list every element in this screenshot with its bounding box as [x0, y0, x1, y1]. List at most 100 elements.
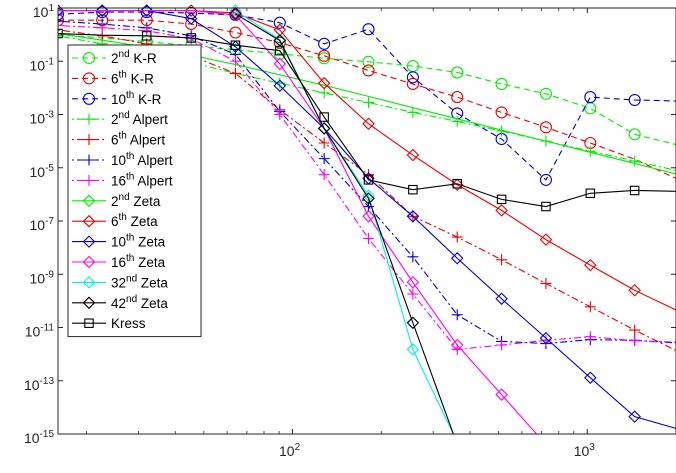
data-point-8-8	[406, 148, 420, 162]
x-tick-label-1: 103	[574, 442, 596, 459]
data-point-11-4	[406, 343, 420, 356]
legend-label-3: 2nd Alpert	[111, 110, 168, 127]
data-point-5-8	[407, 251, 419, 263]
series-line-12	[235, 13, 454, 434]
legend-entry-11: 32nd Zeta	[72, 273, 168, 290]
data-point-8-4	[229, 6, 242, 20]
data-point-12-9	[629, 439, 640, 450]
data-point-8-3	[184, 4, 198, 17]
data-point-12-6	[496, 439, 507, 450]
data-point-6-12	[584, 331, 596, 343]
legend-label-2: 10th K-R	[111, 90, 162, 107]
data-point-8-13	[628, 284, 641, 297]
data-point-1-4	[229, 26, 242, 39]
legend-marker-13	[84, 318, 94, 328]
y-tick-label-2: 10-3	[30, 110, 55, 127]
data-point-9-10	[495, 292, 508, 306]
data-point-1-10	[495, 106, 508, 119]
series-line-9	[58, 10, 676, 430]
legend-label-7: 2nd Zeta	[111, 192, 161, 209]
data-point-9-9	[450, 251, 464, 265]
data-point-10-9	[450, 338, 464, 352]
data-point-5-9	[451, 309, 463, 321]
data-point-1-6	[318, 49, 331, 62]
data-point-4-12	[584, 301, 596, 313]
legend-label-12: 42nd Zeta	[111, 294, 168, 311]
data-point-10-8	[406, 275, 420, 289]
data-point-1-9	[451, 91, 464, 104]
data-point-3-7	[363, 97, 375, 109]
legend-marker-7	[82, 194, 96, 208]
series-6	[58, 20, 676, 355]
y-tick-label-7: 10-13	[24, 376, 54, 393]
data-point-2-8	[406, 71, 419, 84]
data-point-12-0	[229, 7, 242, 21]
data-point-13-0	[58, 28, 63, 39]
data-point-10-5	[273, 57, 287, 71]
data-point-3-9	[451, 115, 463, 127]
data-point-13-10	[496, 194, 507, 205]
legend-entry-10: 16th Zeta	[72, 253, 166, 270]
legend-entry-0: 2nd K-R	[72, 49, 157, 66]
legend-entry-13: Kress	[72, 316, 146, 331]
data-point-4-9	[451, 231, 463, 243]
legend-label-1: 6th K-R	[111, 69, 154, 86]
data-point-8-7	[362, 117, 375, 131]
data-point-3-8	[407, 106, 419, 118]
legend-label-5: 10th Alpert	[111, 151, 173, 168]
data-point-6-10	[496, 339, 508, 351]
y-tick-label-5: 10-9	[30, 269, 55, 286]
data-point-1-5	[273, 36, 286, 49]
legend-label-13: Kress	[111, 316, 146, 331]
data-point-2-6	[318, 37, 331, 50]
data-point-11-0	[229, 4, 242, 17]
data-point-13-2	[141, 31, 152, 41]
data-point-0-7	[362, 55, 375, 68]
data-point-10-7	[362, 210, 375, 223]
data-point-6-5	[274, 109, 286, 120]
series-line-0	[58, 34, 676, 146]
data-point-13-11	[541, 201, 551, 212]
legend-entry-6: 16th Alpert	[72, 171, 173, 188]
legend-marker-4	[83, 134, 95, 146]
data-point-4-6	[318, 137, 330, 149]
data-point-8-12	[584, 258, 597, 272]
data-point-13-4	[230, 40, 241, 50]
data-point-13-13	[629, 185, 640, 196]
data-point-9-11	[539, 331, 553, 345]
data-point-13-5	[275, 45, 285, 56]
data-point-9-5	[273, 79, 287, 93]
data-point-6-2	[141, 25, 153, 37]
legend-label-6: 16th Alpert	[111, 171, 173, 188]
data-point-5-6	[318, 153, 330, 165]
data-point-11-6	[496, 439, 507, 450]
axes-layer: 101 10-1 10-3 10-5 10-7 10-9 10-11 10-13 10-15 10…	[24, 3, 676, 459]
data-point-1-8	[406, 77, 419, 91]
legend-entry-4: 6th Alpert	[72, 131, 165, 148]
legend-entry-8: 6th Zeta	[72, 212, 158, 229]
data-point-13-7	[363, 175, 374, 185]
y-tick-label-4: 10-7	[30, 216, 55, 233]
y-tick-label-1: 10-1	[30, 56, 55, 73]
data-point-0-13	[628, 128, 641, 141]
y-tick-label-8: 10-15	[24, 429, 54, 446]
data-point-10-11	[540, 439, 551, 450]
data-point-4-13	[629, 324, 641, 336]
data-point-8-11	[539, 233, 553, 246]
data-point-9-2	[140, 4, 153, 17]
series-line-1	[58, 19, 676, 180]
data-point-4-10	[496, 254, 508, 266]
data-point-11-5	[452, 437, 463, 448]
data-point-1-0	[58, 14, 65, 27]
data-point-0-9	[451, 66, 464, 79]
legend-entry-5: 10th Alpert	[72, 151, 173, 168]
legend-marker-5	[83, 154, 95, 166]
legend-marker-3	[83, 113, 95, 125]
data-point-6-13	[629, 335, 641, 347]
series-line-10	[58, 10, 538, 434]
x-tick-label-0: 102	[279, 442, 301, 459]
data-point-2-5	[273, 16, 286, 29]
legend-marker-10	[82, 255, 96, 269]
data-point-13-12	[585, 188, 596, 199]
